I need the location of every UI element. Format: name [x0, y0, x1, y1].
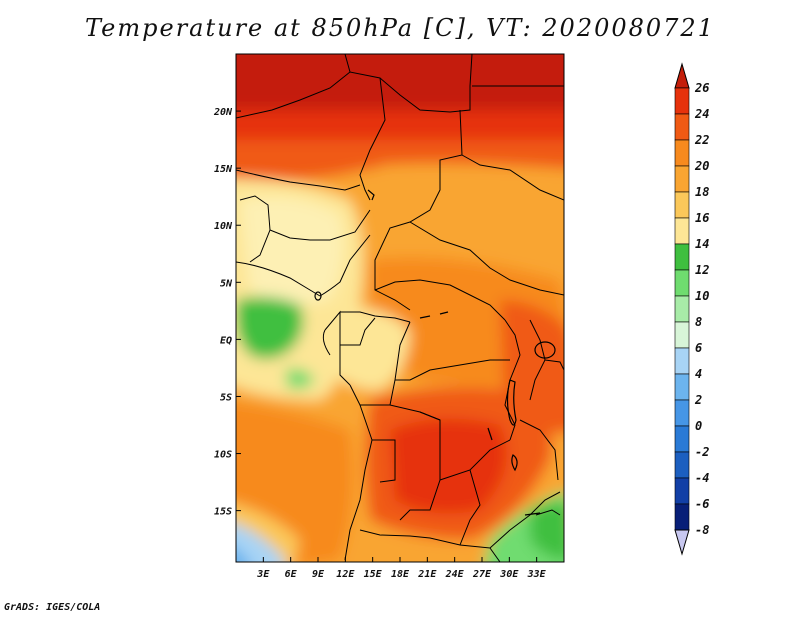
colorbar-segment — [674, 321, 690, 349]
lat-tick-label: EQ — [220, 335, 232, 346]
lon-tick-label: 3E — [256, 569, 270, 580]
colorbar-segment — [674, 269, 690, 297]
latitude-axis: 20N 15N 10N 5N EQ 5S 10S 15S — [213, 107, 241, 518]
colorbar-segment — [674, 87, 690, 115]
lakes — [314, 189, 556, 516]
colorbar-segment — [674, 477, 690, 505]
lon-tick-label: 12E — [336, 569, 355, 580]
colorbar-segment — [674, 451, 690, 479]
lat-tick-label: 10N — [214, 221, 233, 232]
colorbar-max-triangle — [674, 62, 690, 89]
lon-tick-label: 9E — [312, 569, 325, 580]
colorbar-segment — [674, 165, 690, 193]
lon-tick-label: 24E — [445, 569, 465, 580]
colorbar-label: 6 — [695, 341, 702, 355]
colorbar-label: -6 — [695, 497, 709, 511]
colorbar-segment — [674, 243, 690, 271]
lat-tick-label: 10S — [214, 450, 232, 461]
colorbar-segment — [674, 373, 690, 401]
colorbar-label: -4 — [695, 471, 709, 485]
colorbar-label: 0 — [695, 419, 702, 433]
colorbar-label: 16 — [695, 211, 709, 225]
colorbar-label: 8 — [695, 315, 702, 329]
colorbar-segment — [674, 217, 690, 245]
colorbar-label: -2 — [695, 445, 709, 459]
colorbar-segment — [674, 295, 690, 323]
colorbar-label: 22 — [694, 133, 709, 147]
colorbar-label: 4 — [695, 367, 702, 381]
lat-tick-label: 20N — [213, 107, 233, 118]
lon-tick-label: 21E — [417, 569, 437, 580]
footer-credit: GrADS: IGES/COLA — [4, 602, 101, 613]
lon-tick-label: 30E — [499, 569, 519, 580]
colorbar-label: 24 — [694, 107, 709, 121]
longitude-axis: 3E 6E 9E 12E 15E 18E 21E 24E 27E 30E 33E — [256, 557, 547, 580]
temperature-field — [236, 54, 564, 562]
colorbar-segment — [674, 191, 690, 219]
colorbar-label: 26 — [694, 81, 709, 95]
colorbar-label: -8 — [695, 523, 709, 537]
colorbar-min-triangle — [674, 529, 690, 556]
colorbar-label: 12 — [695, 263, 709, 277]
map-title: Temperature at 850hPa [C], VT: 202008072… — [85, 14, 715, 42]
lon-tick-label: 18E — [391, 569, 410, 580]
colorbar-segment — [674, 425, 690, 453]
colorbar-segment — [674, 399, 690, 427]
colorbar-label: 18 — [695, 185, 709, 199]
colorbar-segment — [674, 139, 690, 167]
lon-tick-label: 15E — [364, 569, 383, 580]
lon-tick-label: 33E — [527, 569, 547, 580]
lat-tick-label: 5S — [220, 392, 232, 403]
colorbar-segment — [674, 113, 690, 141]
colorbar-label: 14 — [695, 237, 709, 251]
lon-tick-label: 6E — [285, 569, 298, 580]
colorbar-label: 20 — [694, 159, 709, 173]
colorbar-label: 2 — [694, 393, 702, 407]
lat-tick-label: 5N — [220, 278, 233, 289]
colorbar-segment — [674, 347, 690, 375]
colorbar-segment — [674, 503, 690, 531]
country-borders — [236, 54, 564, 562]
lon-tick-label: 27E — [472, 569, 492, 580]
colorbar-label: 10 — [695, 289, 709, 303]
lat-tick-label: 15S — [214, 507, 232, 518]
lat-tick-label: 15N — [214, 164, 233, 175]
